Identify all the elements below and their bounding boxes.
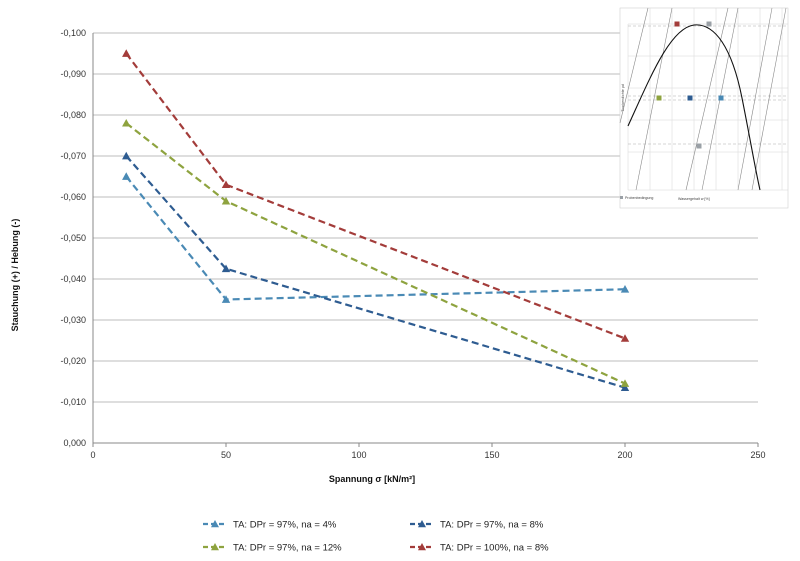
inset-point (674, 21, 680, 27)
inset-grid (627, 8, 788, 191)
data-point (221, 180, 231, 189)
inset-saturation-lines (619, 7, 787, 191)
data-point (620, 379, 630, 387)
data-point (221, 196, 231, 205)
x-axis-title: Spannung σ [kN/m²] (329, 474, 415, 484)
y-axis-title: Stauchung (+) / Hebung (-) (10, 219, 20, 332)
inset-legend-swatch (620, 196, 623, 199)
inset-point (696, 143, 702, 149)
y-tick-label: -0,030 (60, 315, 86, 325)
legend-swatch-marker (418, 543, 426, 551)
legend-swatch-marker (211, 520, 219, 528)
y-tick-label: -0,060 (60, 192, 86, 202)
legend-item-1: TA: DPr = 97%, na = 4% (203, 520, 337, 531)
legend-label: TA: DPr = 100%, na = 8% (440, 543, 549, 554)
x-tick-label: 200 (617, 450, 632, 460)
y-tick-label: 0,000 (63, 438, 86, 448)
data-point (221, 264, 231, 273)
series-line (125, 122, 626, 385)
data-point (620, 334, 630, 342)
data-point (122, 151, 131, 160)
data-point (221, 295, 231, 303)
series-2 (122, 151, 630, 392)
inset-diagram: Probenbedingung Wassergehalt w [%] Trock… (619, 7, 789, 209)
series-4 (122, 49, 630, 342)
y-tick-label: -0,070 (60, 151, 86, 161)
legend-swatch-marker (211, 543, 219, 551)
data-point (122, 172, 131, 180)
series-group (122, 49, 630, 392)
data-point (122, 49, 131, 57)
legend-item-4: TA: DPr = 100%, na = 8% (410, 543, 549, 554)
legend-swatch-marker (418, 520, 426, 528)
y-tick-label: -0,040 (60, 274, 86, 284)
inset-x-label: Wassergehalt w [%] (678, 197, 710, 201)
data-point (620, 383, 630, 392)
legend-item-2: TA: DPr = 97%, na = 8% (410, 520, 544, 531)
x-tick-label: 0 (90, 450, 95, 460)
inset-y-label: Trockendichte ρd (621, 84, 625, 111)
x-tick-label: 150 (484, 450, 499, 460)
series-1 (122, 172, 630, 303)
x-tick-label: 100 (351, 450, 366, 460)
data-point (122, 119, 131, 127)
y-tick-label: -0,100 (60, 28, 86, 38)
inset-legend-label: Probenbedingung (625, 196, 653, 200)
inset-proctor-curve (627, 24, 761, 191)
x-tick-label: 50 (221, 450, 231, 460)
axes (92, 33, 759, 447)
y-tick-label: -0,020 (60, 356, 86, 366)
legend-label: TA: DPr = 97%, na = 12% (233, 543, 342, 554)
data-point (620, 285, 630, 293)
legend-label: TA: DPr = 97%, na = 4% (233, 520, 337, 531)
legend: TA: DPr = 97%, na = 4% TA: DPr = 97%, na … (203, 520, 549, 554)
inset-point (687, 95, 693, 101)
inset-point (706, 21, 712, 27)
inset-point (718, 95, 724, 101)
legend-label: TA: DPr = 97%, na = 8% (440, 520, 544, 531)
y-tick-labels: 0,000 -0,010 -0,020 -0,030 -0,040 -0,050 -0,06… (60, 28, 86, 448)
y-tick-label: -0,010 (60, 397, 86, 407)
inset-background (619, 7, 789, 209)
inset-points (656, 21, 724, 149)
x-tick-labels: 0 50 100 150 200 250 (90, 450, 765, 460)
y-tick-label: -0,090 (60, 69, 86, 79)
y-tick-label: -0,050 (60, 233, 86, 243)
series-line (125, 155, 626, 389)
series-3 (122, 119, 630, 387)
legend-item-3: TA: DPr = 97%, na = 12% (203, 543, 342, 554)
y-tick-label: -0,080 (60, 110, 86, 120)
x-tick-label: 250 (750, 450, 765, 460)
inset-point (656, 95, 662, 101)
